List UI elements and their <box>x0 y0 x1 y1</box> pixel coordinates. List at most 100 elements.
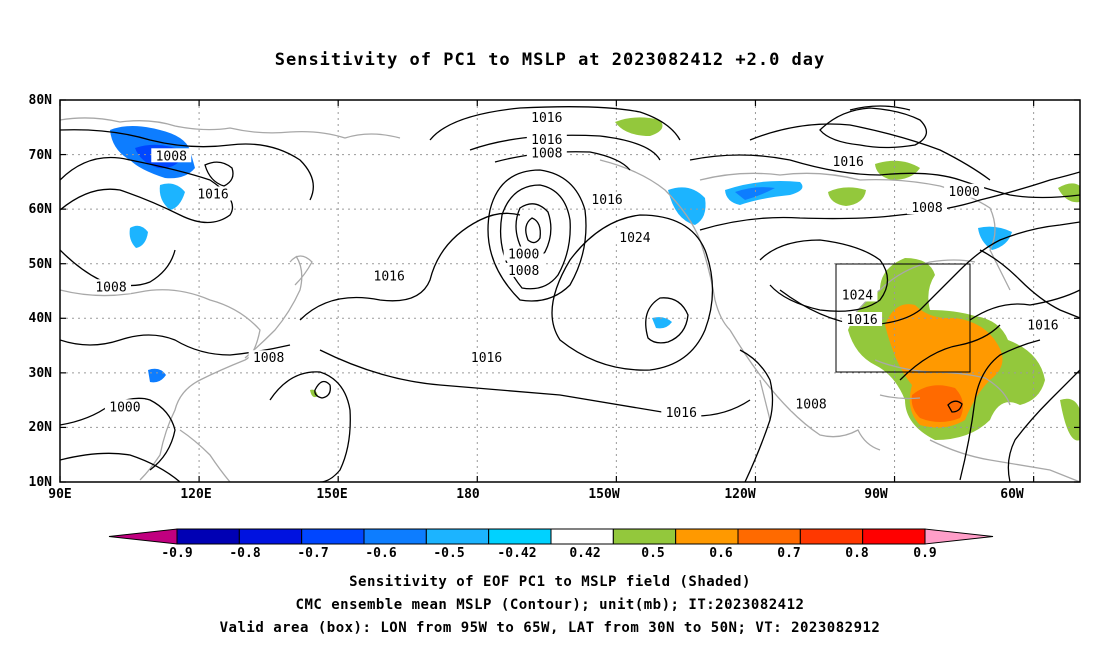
contour-label: 1008 <box>911 201 942 216</box>
lat-label: 30N <box>29 366 53 381</box>
contour-label: 1016 <box>666 406 697 421</box>
pos-shade-atl-1 <box>1058 183 1080 203</box>
lat-label: 80N <box>29 93 53 108</box>
contour-label: 1016 <box>197 188 228 203</box>
axis-ticks <box>59 99 1080 483</box>
colorbar-right-arrow <box>924 528 994 545</box>
neg-shade-canada-core <box>735 187 775 200</box>
colorbar-swatch <box>862 528 926 545</box>
colorbar-left-arrow <box>108 528 178 545</box>
contour-label-bg <box>369 268 410 283</box>
contour-label: 1000 <box>508 248 539 263</box>
lon-label: 180 <box>456 487 480 502</box>
colorbar-label: 0.6 <box>709 546 733 561</box>
lon-label: 60W <box>1000 487 1024 502</box>
lon-label: 90E <box>48 487 71 502</box>
colorbar-swatch <box>550 528 614 545</box>
colorbar-label: -0.9 <box>161 546 192 561</box>
contour-label-bg <box>828 153 869 168</box>
neg-shade-3 <box>129 225 148 248</box>
colorbar-swatch <box>799 528 864 545</box>
contour-label-bg <box>248 350 289 365</box>
contour-label: 1008 <box>531 147 562 162</box>
colorbar-swatch <box>425 528 490 545</box>
sensitivity-shading <box>110 117 1080 441</box>
contour-label-bg <box>526 145 567 160</box>
contour-label: 1016 <box>471 351 502 366</box>
pos-shade-arctic <box>615 117 663 136</box>
contour-label-bg <box>837 287 878 302</box>
contour-label: 1016 <box>591 193 622 208</box>
map-gridlines <box>60 100 1080 482</box>
contour-label: 1016 <box>531 111 562 126</box>
contour-label-bg <box>614 230 655 245</box>
pos-shade-main-red <box>911 385 964 422</box>
colorbar-swatch <box>176 528 240 545</box>
contour-label: 1016 <box>833 155 864 170</box>
colorbar-swatch <box>238 528 303 545</box>
colorbar-label: -0.8 <box>229 546 260 561</box>
contour-label: 1016 <box>374 269 405 284</box>
contour-label-bg <box>791 396 832 411</box>
contour-label-bg <box>151 148 192 163</box>
contour-label-bg <box>91 279 131 294</box>
colorbar-label: -0.42 <box>497 546 536 561</box>
contour-label-bg <box>661 404 702 419</box>
contour-label-bg <box>907 200 947 215</box>
coastlines <box>60 117 1080 482</box>
colorbar-label: 0.9 <box>913 546 936 561</box>
contour-label: 1008 <box>508 264 539 279</box>
colorbar-swatch <box>612 528 677 545</box>
colorbar-swatch <box>737 528 801 545</box>
caption-line-2: CMC ensemble mean MSLP (Contour); unit(m… <box>295 597 805 613</box>
contour-label: 1000 <box>948 185 979 200</box>
pos-shade-na-1 <box>828 187 866 206</box>
colorbar-labels: -0.9 -0.8 -0.7 -0.6 -0.5 -0.42 0.42 0.5 … <box>161 546 936 561</box>
lon-label: 120E <box>180 487 211 502</box>
contour-label-bg <box>526 110 567 125</box>
lon-label: 90W <box>864 487 888 502</box>
neg-shade-scs <box>148 368 166 383</box>
neg-shade-siberia-2 <box>159 183 185 210</box>
contour-label: 1016 <box>1027 318 1058 333</box>
neg-shade-pac <box>652 317 672 329</box>
map-frame <box>59 99 1081 483</box>
colorbar-swatch <box>363 528 427 545</box>
contour-label-bg <box>944 183 985 198</box>
map-title: Sensitivity of PC1 to MSLP at 2023082412… <box>274 50 826 70</box>
lon-label: 150W <box>588 487 619 502</box>
contour-label: 1024 <box>619 231 650 246</box>
contour-label-bg <box>466 350 507 365</box>
contour-label: 1016 <box>531 133 562 148</box>
contour-label: 1000 <box>109 400 140 415</box>
lat-label: 10N <box>29 475 53 490</box>
lat-axis: 80N 70N 60N 50N 40N 30N 20N 10N <box>29 93 53 490</box>
lat-label: 40N <box>29 311 53 326</box>
colorbar-swatch <box>488 528 552 545</box>
contour-label-bg <box>503 262 544 277</box>
contour-label: 1024 <box>842 288 873 303</box>
colorbar-swatch <box>675 528 739 545</box>
lat-label: 70N <box>29 148 53 163</box>
contour-label-bg <box>587 191 628 206</box>
pos-shade-na-2 <box>875 160 920 180</box>
contour-label-bg <box>193 186 233 201</box>
contour-label: 1008 <box>253 351 284 366</box>
contour-label-bg <box>842 312 883 327</box>
neg-shade-alaska <box>668 187 706 225</box>
contour-label: 1008 <box>156 149 187 164</box>
colorbar-label: 0.5 <box>641 546 664 561</box>
lat-label: 20N <box>29 420 53 435</box>
colorbar-label: 0.7 <box>777 546 800 561</box>
lon-axis: 90E 120E 150E 180 150W 120W 90W 60W <box>48 487 1024 502</box>
lat-label: 60N <box>29 202 53 217</box>
colorbar-label: -0.7 <box>297 546 328 561</box>
colorbar-swatch <box>301 528 365 545</box>
contour-label-bg <box>526 131 567 146</box>
neg-shade-atl <box>978 226 1012 250</box>
caption-line-3: Valid area (box): LON from 95W to 65W, L… <box>219 620 881 636</box>
lon-label: 120W <box>724 487 755 502</box>
colorbar-label: 0.42 <box>569 546 600 561</box>
